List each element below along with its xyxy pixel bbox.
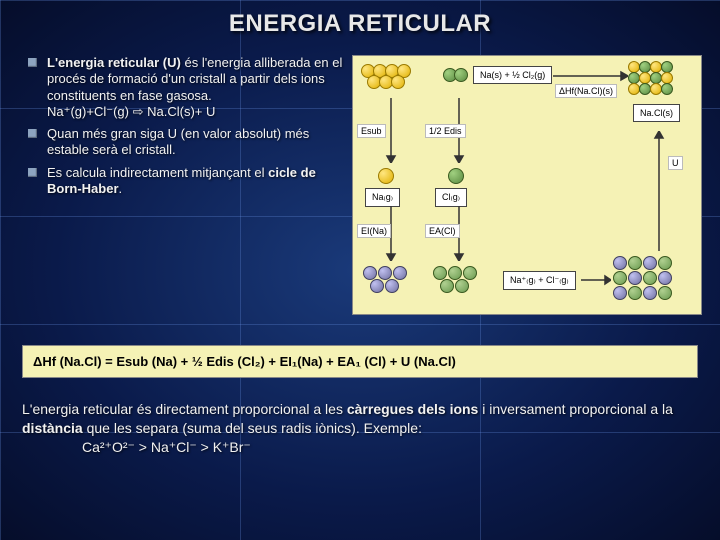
bottom-example: Ca²⁺O²⁻ > Na⁺Cl⁻ > K⁺Br⁻: [22, 438, 698, 457]
bullet-3-a: Es calcula indirectament mitjançant el: [47, 165, 268, 180]
na-g-label: Na₍g₎: [365, 188, 400, 207]
bullet-3-c: .: [119, 181, 123, 196]
bullet-3: Es calcula indirectament mitjançant el c…: [28, 165, 348, 198]
edis-label: 1/2 Edis: [425, 124, 466, 138]
born-haber-diagram: Na(s) + ½ Cl₂(g) Na.Cl(s) ΔHf(Na.Cl)(s) …: [352, 55, 702, 315]
equation-text: ΔHf (Na.Cl) = Esub (Na) + ½ Edis (Cl₂) +…: [33, 354, 456, 369]
bullet-marker-icon: [28, 129, 37, 138]
bt-e: que les separa (suma del seus radis iòni…: [83, 420, 422, 436]
bullet-marker-icon: [28, 168, 37, 177]
ea-label: EA(Cl): [425, 224, 460, 238]
bt-b: càrregues dels ions: [347, 401, 479, 417]
bullet-1-bold: L'energia reticular (U): [47, 55, 181, 70]
esub-label: Esub: [357, 124, 386, 138]
nacl-crystal-cluster: [628, 61, 688, 101]
u-arrow: [653, 131, 665, 251]
bullet-1-eq: Na⁺(g)+Cl⁻(g) ⇨ Na.Cl(s)+ U: [47, 104, 215, 119]
bt-c: i inversament proporcional a la: [478, 401, 673, 417]
reactants-label: Na(s) + ½ Cl₂(g): [473, 66, 552, 84]
hf-arrow: [553, 70, 628, 82]
equation-bar: ΔHf (Na.Cl) = Esub (Na) + ½ Edis (Cl₂) +…: [22, 345, 698, 378]
bullet-1-text: L'energia reticular (U) és l'energia all…: [47, 55, 348, 120]
ions-arrow: [581, 274, 611, 286]
bullet-2: Quan més gran siga U (en valor absolut) …: [28, 126, 348, 159]
bullet-3-text: Es calcula indirectament mitjançant el c…: [47, 165, 348, 198]
bt-d: distància: [22, 420, 83, 436]
bullet-list: L'energia reticular (U) és l'energia all…: [28, 55, 348, 203]
bullet-2-text: Quan més gran siga U (en valor absolut) …: [47, 126, 348, 159]
bt-a: L'energia reticular és directament propo…: [22, 401, 347, 417]
cl-ion-text: Cl⁻₍g₎: [546, 275, 569, 285]
hf-label: ΔHf(Na.Cl)(s): [555, 84, 617, 98]
u-label: U: [668, 156, 683, 170]
bullet-marker-icon: [28, 58, 37, 67]
esub-arrow: [385, 98, 397, 163]
bottom-paragraph: L'energia reticular és directament propo…: [22, 400, 698, 457]
cl-g-label: Cl₍g₎: [435, 188, 467, 207]
ei-label: EI(Na): [357, 224, 391, 238]
nacl-s-label: Na.Cl(s): [633, 104, 680, 122]
na-ion-label: Na⁺₍g₎ + Cl⁻₍g₎: [503, 271, 576, 290]
na-ion-text: Na⁺₍g₎: [510, 275, 536, 285]
slide-title: ENERGIA RETICULAR: [0, 10, 720, 38]
na-solid-cluster: [361, 64, 421, 94]
bullet-1: L'energia reticular (U) és l'energia all…: [28, 55, 348, 120]
